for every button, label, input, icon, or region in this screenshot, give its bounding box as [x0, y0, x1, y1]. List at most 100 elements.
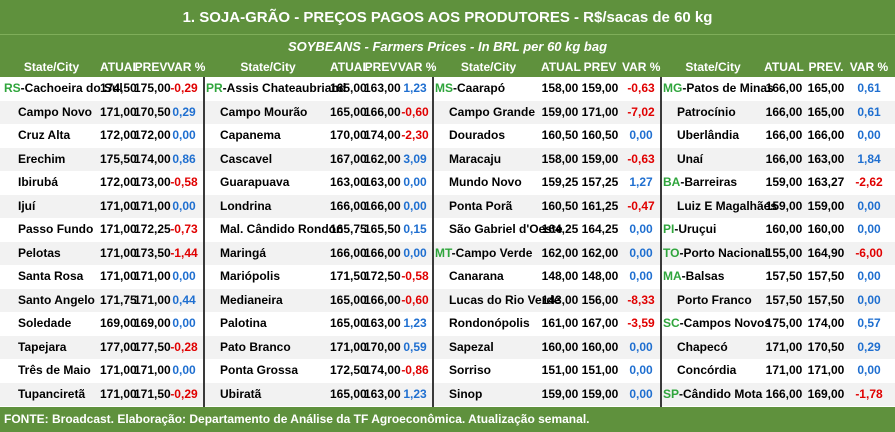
- header-state-city: State/City: [23, 60, 80, 74]
- city-name: Três de Maio: [18, 363, 91, 377]
- city-name: Campo Grande: [449, 104, 536, 119]
- table-row: Ijuí 171,00 171,00 0,00 Londrina 166,00 166,00…: [0, 194, 895, 218]
- city-name: Cascavel: [220, 151, 273, 166]
- city-name: Sinop: [449, 386, 483, 401]
- state-separator: -: [222, 81, 227, 95]
- state-city-cell: Sorriso: [435, 359, 558, 383]
- table-row: Ibirubá 172,00 173,00 -0,58 Guarapuava 163,00…: [0, 171, 895, 195]
- state-city-cell: Tupanciretã: [4, 383, 115, 407]
- header-atual: ATUAL: [764, 60, 804, 74]
- city-name: Passo Fundo: [18, 222, 94, 236]
- state-city-cell: Concórdia: [663, 359, 779, 383]
- var-value: 0,00: [172, 363, 196, 377]
- state-city-cell: Guarapuava: [206, 171, 346, 195]
- state-city-cell: Unaí: [663, 148, 779, 172]
- state-code: RS: [4, 81, 21, 95]
- prev-value: 171,00: [581, 104, 619, 119]
- state-code: BA: [663, 175, 681, 189]
- column-divider: [432, 77, 434, 407]
- prev-value: 163,00: [364, 386, 401, 401]
- var-value: 0,00: [857, 269, 881, 283]
- var-value: -2,30: [401, 128, 429, 142]
- prev-value: 169,00: [134, 316, 171, 330]
- var-value: -0,63: [627, 151, 655, 166]
- header-state-city: State/City: [685, 60, 741, 74]
- var-value: -3,59: [627, 316, 655, 330]
- var-value: -6,00: [855, 245, 883, 260]
- prev-value: 166,00: [364, 245, 401, 260]
- city-name: Mariópolis: [220, 269, 281, 283]
- var-value: 0,15: [403, 222, 427, 236]
- city-name: Lucas do Rio Verde: [449, 292, 561, 307]
- atual-value: 166,00: [765, 151, 803, 166]
- prev-value: 174,00: [134, 151, 171, 166]
- city-name: Campo Novo: [18, 104, 93, 119]
- table-row: Soledade 169,00 169,00 0,00 Palotina 165,00 16…: [0, 312, 895, 336]
- atual-value: 175,00: [765, 316, 803, 330]
- state-city-cell: Tapejara: [4, 336, 115, 360]
- city-name: Santo Angelo: [18, 292, 95, 307]
- state-city-cell: Ponta Grossa: [206, 359, 346, 383]
- var-value: 0,00: [172, 316, 196, 330]
- var-value: 0,00: [629, 339, 653, 354]
- atual-value: 165,00: [330, 316, 367, 330]
- city-name: Medianeira: [220, 292, 283, 307]
- var-value: 0,00: [629, 128, 653, 142]
- table-row: Santa Rosa 171,00 171,00 0,00 Mariópolis 171,…: [0, 265, 895, 289]
- atual-value: 172,00: [100, 128, 137, 142]
- state-city-cell: Santa Rosa: [4, 265, 115, 289]
- atual-value: 171,00: [100, 198, 137, 213]
- atual-value: 160,00: [765, 222, 803, 236]
- prev-value: 157,50: [807, 292, 845, 307]
- prev-value: 171,00: [807, 363, 845, 377]
- atual-value: 165,00: [330, 104, 367, 119]
- var-value: 0,00: [857, 222, 881, 236]
- table-row: Erechim 175,50 174,00 0,86 Cascavel 167,00 162…: [0, 147, 895, 172]
- table-row: Cruz Alta 172,00 172,00 0,00 Capanema 170,00 1…: [0, 124, 895, 148]
- atual-value: 155,00: [765, 245, 803, 260]
- state-separator: -: [681, 269, 686, 283]
- prev-value: 170,50: [134, 104, 171, 119]
- prev-value: 157,50: [807, 269, 845, 283]
- var-value: -7,02: [627, 104, 655, 119]
- var-value: 0,00: [629, 245, 653, 260]
- header-prev: PREV.: [808, 60, 844, 74]
- city-name: Balsas: [685, 269, 725, 283]
- atual-value: 171,00: [100, 269, 137, 283]
- var-value: -0,86: [401, 363, 429, 377]
- prev-value: 160,00: [581, 339, 619, 354]
- header-atual: ATUAL: [100, 60, 140, 74]
- prev-value: 177,50: [134, 339, 171, 354]
- atual-value: 175,50: [100, 151, 137, 166]
- city-name: Barreiras: [684, 175, 738, 189]
- var-value: -0,60: [401, 104, 429, 119]
- header-prev: PREV: [583, 60, 617, 74]
- state-city-cell: Campo Mourão: [206, 101, 346, 125]
- var-value: 0,86: [172, 151, 196, 166]
- atual-value: 171,00: [765, 339, 803, 354]
- var-value: 1,23: [403, 316, 427, 330]
- var-value: 0,00: [629, 222, 653, 236]
- prev-value: 161,25: [581, 198, 619, 213]
- city-name: Patos de Minas: [686, 81, 774, 95]
- atual-value: 174,50: [100, 81, 137, 95]
- city-name: Caarapó: [457, 81, 506, 95]
- var-value: -0,47: [627, 198, 655, 213]
- var-value: -0,60: [401, 292, 429, 307]
- prev-value: 173,00: [134, 175, 171, 189]
- city-name: Tapejara: [18, 339, 67, 354]
- city-name: Capanema: [220, 128, 281, 142]
- city-name: Patrocínio: [677, 104, 736, 119]
- prev-value: 174,00: [364, 363, 401, 377]
- city-name: Luiz E Magalhães: [677, 198, 778, 213]
- atual-value: 159,00: [541, 386, 579, 401]
- prev-value: 164,25: [581, 222, 619, 236]
- state-city-cell: Sinop: [435, 383, 558, 407]
- state-code: SP: [663, 386, 680, 401]
- state-city-cell: Cascavel: [206, 148, 346, 172]
- table-subtitle: SOYBEANS - Farmers Prices - In BRL per 6…: [0, 34, 895, 58]
- header-prev: PREV: [134, 60, 168, 74]
- prev-value: 160,50: [581, 128, 619, 142]
- prev-value: 163,00: [364, 316, 401, 330]
